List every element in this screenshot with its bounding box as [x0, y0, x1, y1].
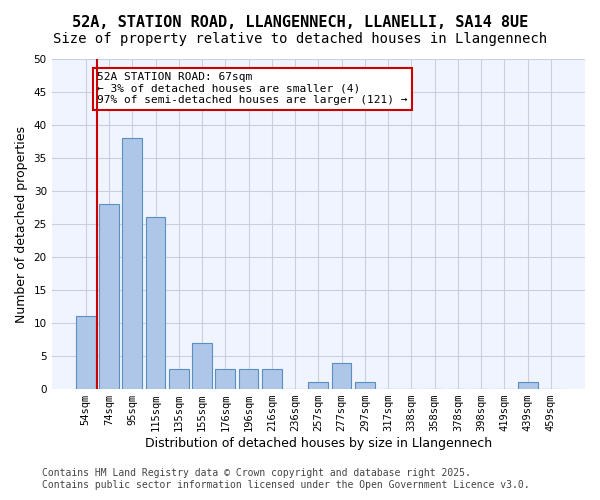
Text: 52A, STATION ROAD, LLANGENNECH, LLANELLI, SA14 8UE: 52A, STATION ROAD, LLANGENNECH, LLANELLI…	[72, 15, 528, 30]
Bar	[332, 362, 352, 389]
X-axis label: Distribution of detached houses by size in Llangennech: Distribution of detached houses by size …	[145, 437, 492, 450]
Bar	[76, 316, 95, 389]
Bar	[192, 343, 212, 389]
Text: Contains HM Land Registry data © Crown copyright and database right 2025.
Contai: Contains HM Land Registry data © Crown c…	[42, 468, 530, 490]
Bar	[99, 204, 119, 389]
Bar	[239, 370, 259, 389]
Bar	[146, 218, 166, 389]
Y-axis label: Number of detached properties: Number of detached properties	[15, 126, 28, 322]
Bar	[308, 382, 328, 389]
Bar	[169, 370, 188, 389]
Text: Size of property relative to detached houses in Llangennech: Size of property relative to detached ho…	[53, 32, 547, 46]
Bar	[355, 382, 375, 389]
Text: 52A STATION ROAD: 67sqm
← 3% of detached houses are smaller (4)
97% of semi-deta: 52A STATION ROAD: 67sqm ← 3% of detached…	[97, 72, 408, 106]
Bar	[215, 370, 235, 389]
Bar	[518, 382, 538, 389]
Bar	[122, 138, 142, 389]
Bar	[262, 370, 282, 389]
